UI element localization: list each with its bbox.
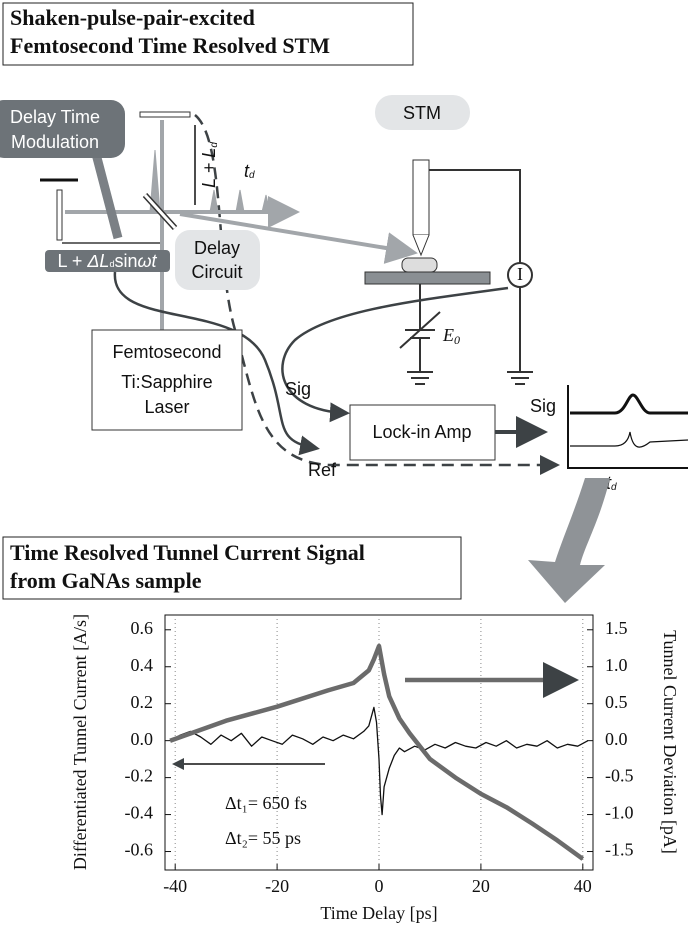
pulse-delay: td [244,161,255,181]
td: t [244,161,250,181]
stm: STM [403,103,441,123]
bias-label: E0 [442,325,460,347]
x-tick-label: -40 [163,876,187,896]
inset-curve [570,393,688,415]
mod-length: L + ΔLdsinωt [57,251,157,271]
inset-curve [570,431,689,448]
series-line [169,643,585,861]
t: d [109,259,114,269]
e: E [442,325,454,345]
beam-splitter [143,193,177,230]
y-tick-label: 0.6 [131,618,154,638]
y2-tick-label: 1.5 [605,618,628,638]
t: t [606,473,612,493]
td-sub: d [249,170,255,181]
title: Shaken-pulse-pair-excited [10,5,255,30]
ref: Ref [308,460,337,480]
t: sin [114,251,137,271]
series-line [169,706,589,816]
y-tick-label: 0.0 [131,729,154,749]
x-tick-label: -20 [265,876,289,896]
subtitle: Time Resolved Tunnel Current Signal [10,540,365,565]
mirror [139,111,191,118]
inset-axes [567,385,688,469]
sig-wire [281,286,509,423]
laser: Femtosecond [112,342,221,362]
laser: Laser [144,397,189,417]
title: Femtosecond Time Resolved STM [10,33,330,58]
title-box [2,2,414,66]
laser: Ti:Sapphire [121,372,212,392]
lockin: Lock-in Amp [372,422,471,442]
sample [401,257,438,273]
y2-tick-label: -1.0 [605,803,634,823]
pulses [149,149,271,213]
meter [507,262,533,288]
mod-arrow [90,148,123,240]
delay-modulation: Modulation [11,132,99,152]
arm-length: L + L [199,148,219,188]
inset-x: td [606,473,617,493]
x-tick-label: 40 [574,876,592,896]
meter-label: I [517,264,523,284]
x-label: Time Delay [ps] [320,903,437,923]
stage [364,271,491,285]
subtitle-box [2,536,462,600]
y2-tick-label: 0.5 [605,692,628,712]
tip-end [412,234,430,257]
beam [179,212,418,264]
x-tick-label: 0 [375,876,384,896]
subtitle: from GaNAs sample [10,568,202,593]
annotation: Δt₂= 55 ps [225,828,301,848]
stm-box [375,95,470,130]
y-label: Differentiated Tunnel Current [A/s] [70,614,90,870]
mirror [56,189,63,241]
delay-circuit: Circuit [191,262,242,282]
annotation: Δt₁= 650 fs [225,793,307,813]
t: d [611,482,617,493]
inset-y: Sig [530,396,556,416]
y-tick-label: 0.4 [131,655,154,675]
t: L + [57,251,87,271]
mod-length-box [45,250,170,272]
t: ΔL [86,251,109,271]
y2-tick-label: 0.0 [605,729,628,749]
y-tick-label: -0.6 [125,840,154,860]
lockin-box [349,404,496,461]
delay-circuit-box [175,230,260,290]
y-tick-label: -0.2 [125,766,154,786]
tip [412,159,430,236]
y2-label: Tunnel Current Deviation [pA] [660,630,680,854]
circuit [429,169,533,385]
arm-length-sub: d [209,142,220,148]
bias [399,284,441,385]
arm-length: L + Ld [199,142,220,188]
e-sub: 0 [454,333,460,347]
sig: Sig [285,379,311,399]
y2-tick-label: -0.5 [605,766,634,786]
y-tick-label: -0.4 [125,803,154,823]
laser-box [91,329,243,431]
t: ωt [137,251,157,271]
big-arrow [528,478,610,603]
y2-tick-label: -1.5 [605,840,634,860]
ref-wire [113,271,320,456]
delay-modulation-box [0,100,125,158]
delay-modulation: Delay Time [10,107,100,127]
y-tick-label: 0.2 [131,692,154,712]
y2-tick-label: 1.0 [605,655,628,675]
chart: 1.5 1.0 0.5 0.0 -0.5 -1.0 -1.5 0.6 0.4 0.2 0.0 -0.2… [70,614,680,923]
delay-circuit: Delay [194,238,240,258]
x-tick-label: 20 [472,876,490,896]
